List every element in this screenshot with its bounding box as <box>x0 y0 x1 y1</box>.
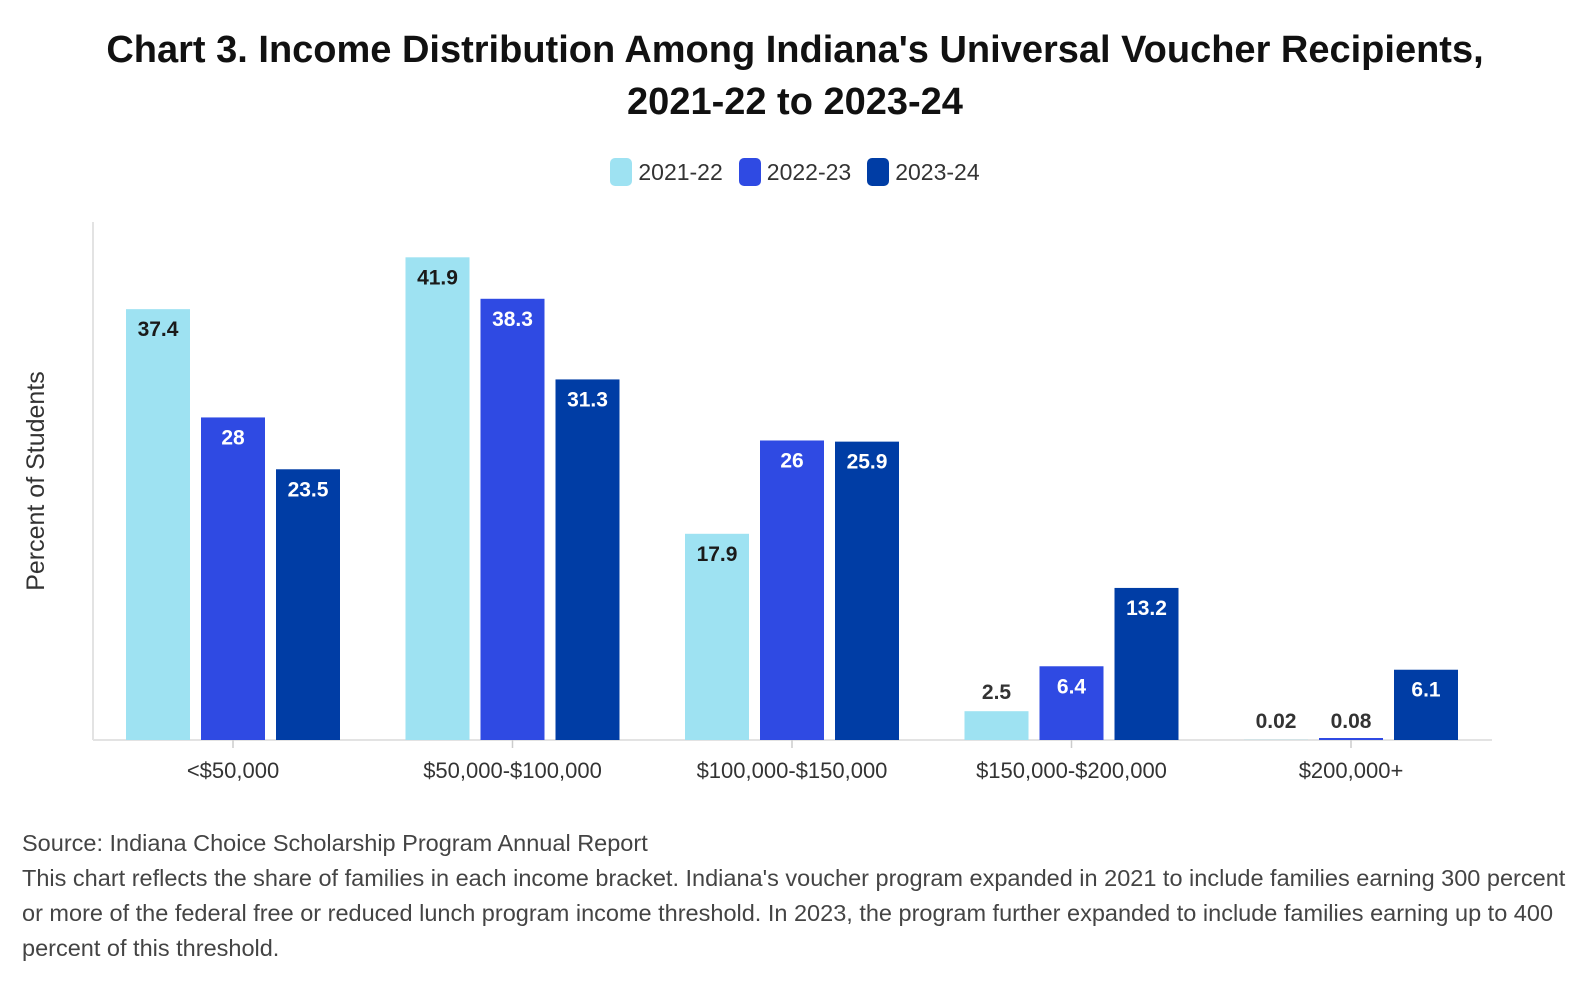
legend-item-2022-23[interactable]: 2022-23 <box>738 158 852 186</box>
bar[interactable] <box>1114 587 1179 740</box>
bar[interactable] <box>555 379 620 740</box>
bar[interactable] <box>760 440 824 740</box>
data-label: 41.9 <box>417 266 458 289</box>
data-label: 37.4 <box>138 318 179 341</box>
x-tick-label: $150,000-$200,000 <box>976 758 1167 783</box>
bar[interactable] <box>405 257 470 740</box>
y-axis-label: Percent of Students <box>22 371 50 591</box>
chart-legend: 2021-22 2022-23 2023-24 <box>0 158 1590 186</box>
chart-description: This chart reflects the share of familie… <box>22 865 1566 961</box>
legend-label-2021-22: 2021-22 <box>638 158 723 185</box>
bar[interactable] <box>964 711 1029 740</box>
legend-swatch-2021-22 <box>610 158 633 186</box>
bar[interactable] <box>126 309 190 740</box>
chart-title-line-2: 2021-22 to 2023-24 <box>627 81 963 123</box>
bar[interactable] <box>276 469 340 740</box>
legend-label-2022-23: 2022-23 <box>766 158 852 185</box>
bar-chart: Percent of Students <$50,000 37.4 28 23.5 $50… <box>22 222 1492 783</box>
legend-item-2021-22[interactable]: 2021-22 <box>610 158 723 186</box>
chart-title: Chart 3. Income Distribution Among India… <box>0 24 1590 128</box>
bar[interactable] <box>1319 738 1383 740</box>
x-tick-label: $200,000+ <box>1299 758 1404 783</box>
x-tick-label: <$50,000 <box>187 758 279 783</box>
data-label: 28 <box>221 426 245 449</box>
bar[interactable] <box>201 417 265 740</box>
data-label: 38.3 <box>492 308 533 331</box>
bar[interactable] <box>1039 666 1104 740</box>
data-label: 17.9 <box>697 543 738 566</box>
bar[interactable] <box>1394 669 1458 740</box>
data-label: 31.3 <box>567 388 608 411</box>
legend-swatch-2022-23 <box>738 158 761 186</box>
chart-footer: Source: Indiana Choice Scholarship Progr… <box>22 826 1572 966</box>
data-label: 6.1 <box>1411 679 1441 702</box>
bar[interactable] <box>835 441 899 740</box>
data-label: 0.08 <box>1331 710 1372 733</box>
data-label: 13.2 <box>1126 597 1167 620</box>
legend-label-2023-24: 2023-24 <box>895 158 980 185</box>
legend-swatch-2023-24 <box>867 158 890 186</box>
data-label: 2.5 <box>982 681 1012 704</box>
x-tick-label: $100,000-$150,000 <box>697 758 888 783</box>
chart-title-line-1: Chart 3. Income Distribution Among India… <box>106 29 1484 71</box>
legend-item-2023-24[interactable]: 2023-24 <box>867 158 980 186</box>
data-label: 6.4 <box>1057 675 1087 698</box>
data-label: 23.5 <box>288 478 329 501</box>
bar[interactable] <box>480 298 545 740</box>
data-label: 0.02 <box>1256 710 1297 733</box>
data-label: 25.9 <box>847 451 888 474</box>
bar[interactable] <box>685 533 749 740</box>
x-tick-label: $50,000-$100,000 <box>423 758 602 783</box>
source-note: Source: Indiana Choice Scholarship Progr… <box>22 830 648 856</box>
data-label: 26 <box>780 449 803 472</box>
